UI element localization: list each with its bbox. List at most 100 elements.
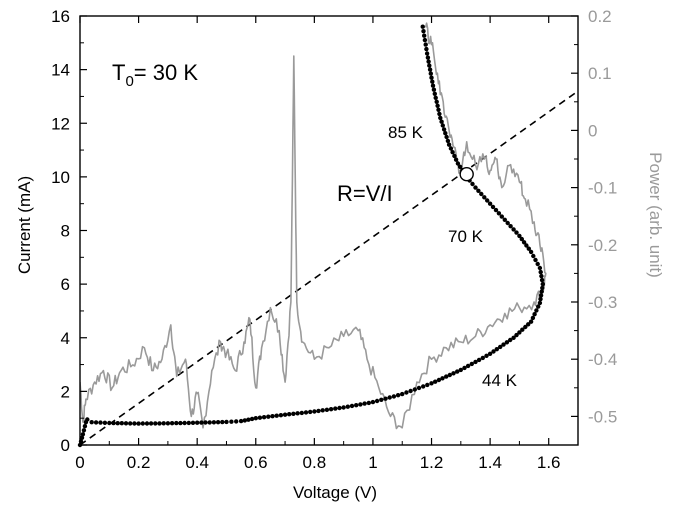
iv-point xyxy=(484,353,489,358)
iv-point xyxy=(517,330,522,335)
iv-point xyxy=(224,419,229,425)
iv-point xyxy=(287,412,292,417)
iv-point xyxy=(526,322,531,327)
iv-point xyxy=(452,153,457,159)
iv-point xyxy=(261,415,267,420)
iv-point xyxy=(443,131,448,136)
iv-point xyxy=(431,87,437,92)
iv-point xyxy=(528,319,534,324)
y2-tick-label: -0.4 xyxy=(588,350,617,369)
x-tick-label: 0.4 xyxy=(185,453,209,472)
iv-point xyxy=(539,273,544,279)
iv-point xyxy=(455,161,461,166)
iv-point xyxy=(487,351,493,356)
y-axis-title: Current (mA) xyxy=(15,176,34,274)
iv-point xyxy=(428,71,433,76)
iv-point xyxy=(502,217,507,222)
iv-point xyxy=(282,412,288,417)
iv-point xyxy=(482,195,487,200)
iv-point xyxy=(85,417,90,422)
y-tick-label: 10 xyxy=(51,168,70,187)
iv-point xyxy=(349,403,355,409)
x-tick-label: 1.2 xyxy=(420,453,444,472)
x-tick-label: 1.4 xyxy=(478,453,502,472)
iv-point xyxy=(423,42,428,47)
iv-point xyxy=(433,95,438,101)
iv-point xyxy=(524,243,529,248)
x-tick-label: 1 xyxy=(368,453,377,472)
iv-point xyxy=(429,381,434,386)
iv-point xyxy=(494,347,499,352)
iv-point xyxy=(128,421,133,426)
iv-point xyxy=(234,419,239,424)
iv-point xyxy=(174,420,179,426)
iv-point xyxy=(480,355,485,361)
iv-point xyxy=(473,359,478,365)
iv-point xyxy=(508,224,513,229)
iv-point xyxy=(354,403,359,408)
iv-point xyxy=(476,357,482,363)
iv-point xyxy=(434,99,439,105)
iv-point xyxy=(440,123,445,128)
iv-point xyxy=(426,59,431,64)
iv-point xyxy=(299,410,304,416)
iv-point xyxy=(440,376,445,381)
iv-point xyxy=(445,138,451,144)
t0-suffix: = 30 K xyxy=(134,60,199,85)
iv-point xyxy=(511,227,516,232)
iv-point xyxy=(453,157,459,162)
iv-point xyxy=(501,342,506,347)
iv-point xyxy=(328,407,334,412)
y-tick-label: 8 xyxy=(61,222,70,241)
y-tick-label: 2 xyxy=(61,382,70,401)
iv-point xyxy=(215,420,221,425)
iv-point xyxy=(93,420,99,425)
iv-point xyxy=(425,382,430,388)
y-tick-label: 14 xyxy=(51,61,70,80)
iv-point xyxy=(455,369,460,374)
iv-point xyxy=(383,396,388,401)
iv-point xyxy=(505,220,510,226)
iv-point xyxy=(169,421,175,426)
iv-point xyxy=(487,201,493,206)
iv-point xyxy=(186,420,191,426)
iv-point xyxy=(439,119,444,124)
iv-point xyxy=(538,296,543,302)
iv-point xyxy=(421,29,426,34)
iv-point xyxy=(182,420,187,426)
iv-point xyxy=(517,233,522,239)
iv-point xyxy=(257,415,263,420)
y2-axis-title: Power (arb. unit) xyxy=(646,152,665,278)
iv-point xyxy=(107,420,112,426)
iv-point xyxy=(333,406,338,411)
iv-point xyxy=(520,327,525,332)
iv-point xyxy=(444,374,449,379)
t44-label: 44 K xyxy=(482,371,518,390)
y-tick-label: 12 xyxy=(51,114,70,133)
iv-point xyxy=(295,411,300,416)
iv-point xyxy=(532,312,537,317)
y-tick-label: 0 xyxy=(61,436,70,455)
iv-point xyxy=(178,420,183,426)
iv-point xyxy=(450,150,455,155)
iv-point xyxy=(533,257,538,263)
iv-point xyxy=(499,214,504,219)
iv-point xyxy=(422,37,428,43)
iv-point xyxy=(102,420,108,425)
iv-point xyxy=(540,281,545,287)
iv-point xyxy=(498,344,503,350)
iv-point xyxy=(312,409,317,414)
iv-point xyxy=(115,421,120,426)
iv-point xyxy=(451,371,456,376)
iv-point xyxy=(81,428,87,433)
y2-tick-label: -0.3 xyxy=(588,293,617,312)
x-tick-label: 0.8 xyxy=(303,453,327,472)
iv-point xyxy=(427,67,433,72)
iv-point xyxy=(523,324,528,330)
iv-point xyxy=(211,420,217,425)
iv-point xyxy=(238,418,244,424)
iv-point xyxy=(123,421,129,426)
iv-point xyxy=(538,269,543,275)
iv-point xyxy=(337,405,342,411)
